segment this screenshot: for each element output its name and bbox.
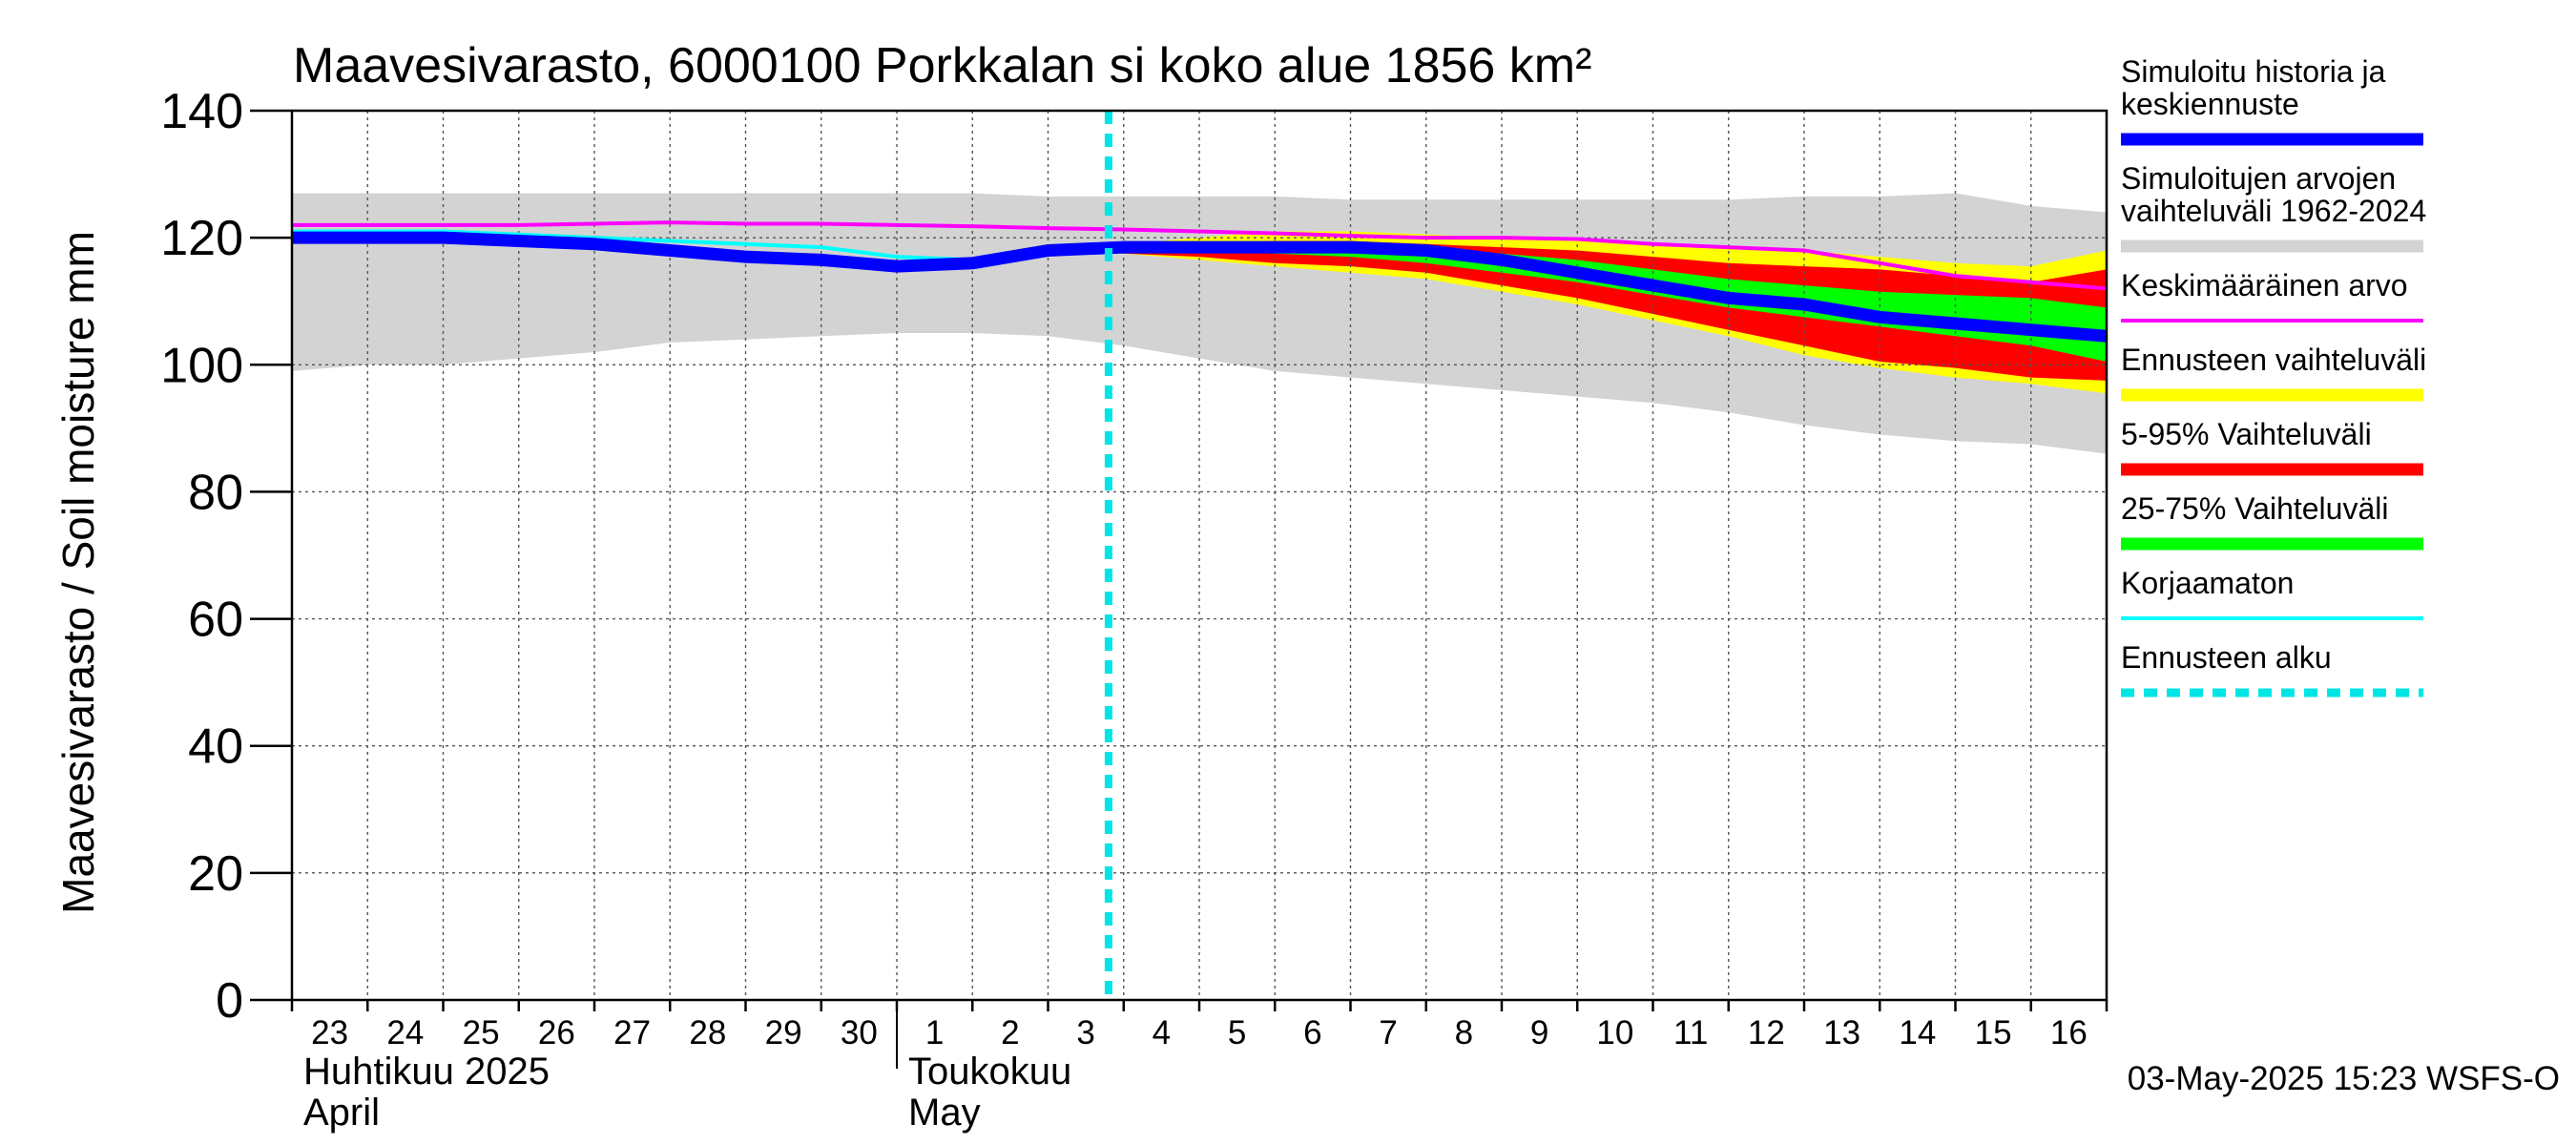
- legend: Simuloitu historia ja keskiennuste Simuloi…: [2121, 54, 2426, 697]
- y-tick-label: 20: [188, 846, 243, 902]
- month-label-en: April: [303, 1092, 380, 1134]
- y-axis-label: Maavesivarasto / Soil moisture mm: [53, 231, 103, 914]
- x-tick-label: 1: [925, 1014, 944, 1051]
- x-tick-label: 13: [1823, 1014, 1860, 1051]
- x-tick-label: 23: [311, 1014, 348, 1051]
- x-tick-label: 25: [463, 1014, 500, 1051]
- x-tick-label: 5: [1228, 1014, 1246, 1051]
- x-tick-label: 3: [1076, 1014, 1094, 1051]
- y-tick-label: 100: [160, 338, 243, 393]
- x-tick-label: 9: [1530, 1014, 1548, 1051]
- legend-label: 5-95% Vaihteluväli: [2121, 417, 2372, 451]
- y-tick-label: 120: [160, 211, 243, 266]
- x-tick-label: 8: [1455, 1014, 1473, 1051]
- p5-95-band: [1108, 240, 2107, 381]
- y-tick-label: 40: [188, 719, 243, 775]
- x-tick-label: 12: [1748, 1014, 1785, 1051]
- p25-75-band: [1108, 247, 2107, 362]
- x-tick-label: 11: [1673, 1014, 1708, 1051]
- legend-label: Simuloitujen arvojen vaihteluväli 1962-20…: [2121, 161, 2426, 228]
- legend-label: Simuloitu historia ja keskiennuste: [2121, 54, 2386, 121]
- legend-label: 25-75% Vaihteluväli: [2121, 491, 2388, 526]
- legend-label: Keskimääräinen arvo: [2121, 268, 2408, 302]
- y-tick-label: 0: [216, 973, 243, 1029]
- x-tick-label: 26: [538, 1014, 575, 1051]
- x-tick-label: 15: [1975, 1014, 2012, 1051]
- mean-value-line: [292, 220, 2107, 291]
- x-tick-label: 14: [1899, 1014, 1936, 1051]
- x-tick-label: 30: [841, 1014, 878, 1051]
- legend-label: Ennusteen vaihteluväli: [2121, 343, 2426, 377]
- legend-label: Ennusteen alku: [2121, 640, 2332, 675]
- y-tick-label: 60: [188, 593, 243, 648]
- x-tick-label: 6: [1303, 1014, 1321, 1051]
- x-tick-label: 2: [1001, 1014, 1019, 1051]
- y-tick-label: 80: [188, 465, 243, 520]
- timestamp-footer: 03-May-2025 15:23 WSFS-O: [2128, 1060, 2560, 1097]
- x-tick-label: 7: [1379, 1014, 1397, 1051]
- month-label-fi: Toukokuu: [908, 1051, 1071, 1093]
- legend-label: Korjaamaton: [2121, 566, 2294, 600]
- x-tick-label: 24: [386, 1014, 424, 1051]
- simulated-mean-line: [292, 231, 2107, 343]
- y-tick-label: 140: [160, 84, 243, 139]
- x-tick-label: 4: [1153, 1014, 1171, 1051]
- x-tick-label: 10: [1596, 1014, 1633, 1051]
- month-label-fi: Huhtikuu 2025: [303, 1051, 550, 1093]
- month-label-en: May: [908, 1092, 981, 1134]
- x-tick-label: 27: [613, 1014, 651, 1051]
- chart-title: Maavesivarasto, 6000100 Porkkalan si kok…: [293, 38, 1591, 94]
- x-tick-label: 29: [765, 1014, 802, 1051]
- x-tick-label: 16: [2050, 1014, 2088, 1051]
- x-tick-label: 28: [689, 1014, 726, 1051]
